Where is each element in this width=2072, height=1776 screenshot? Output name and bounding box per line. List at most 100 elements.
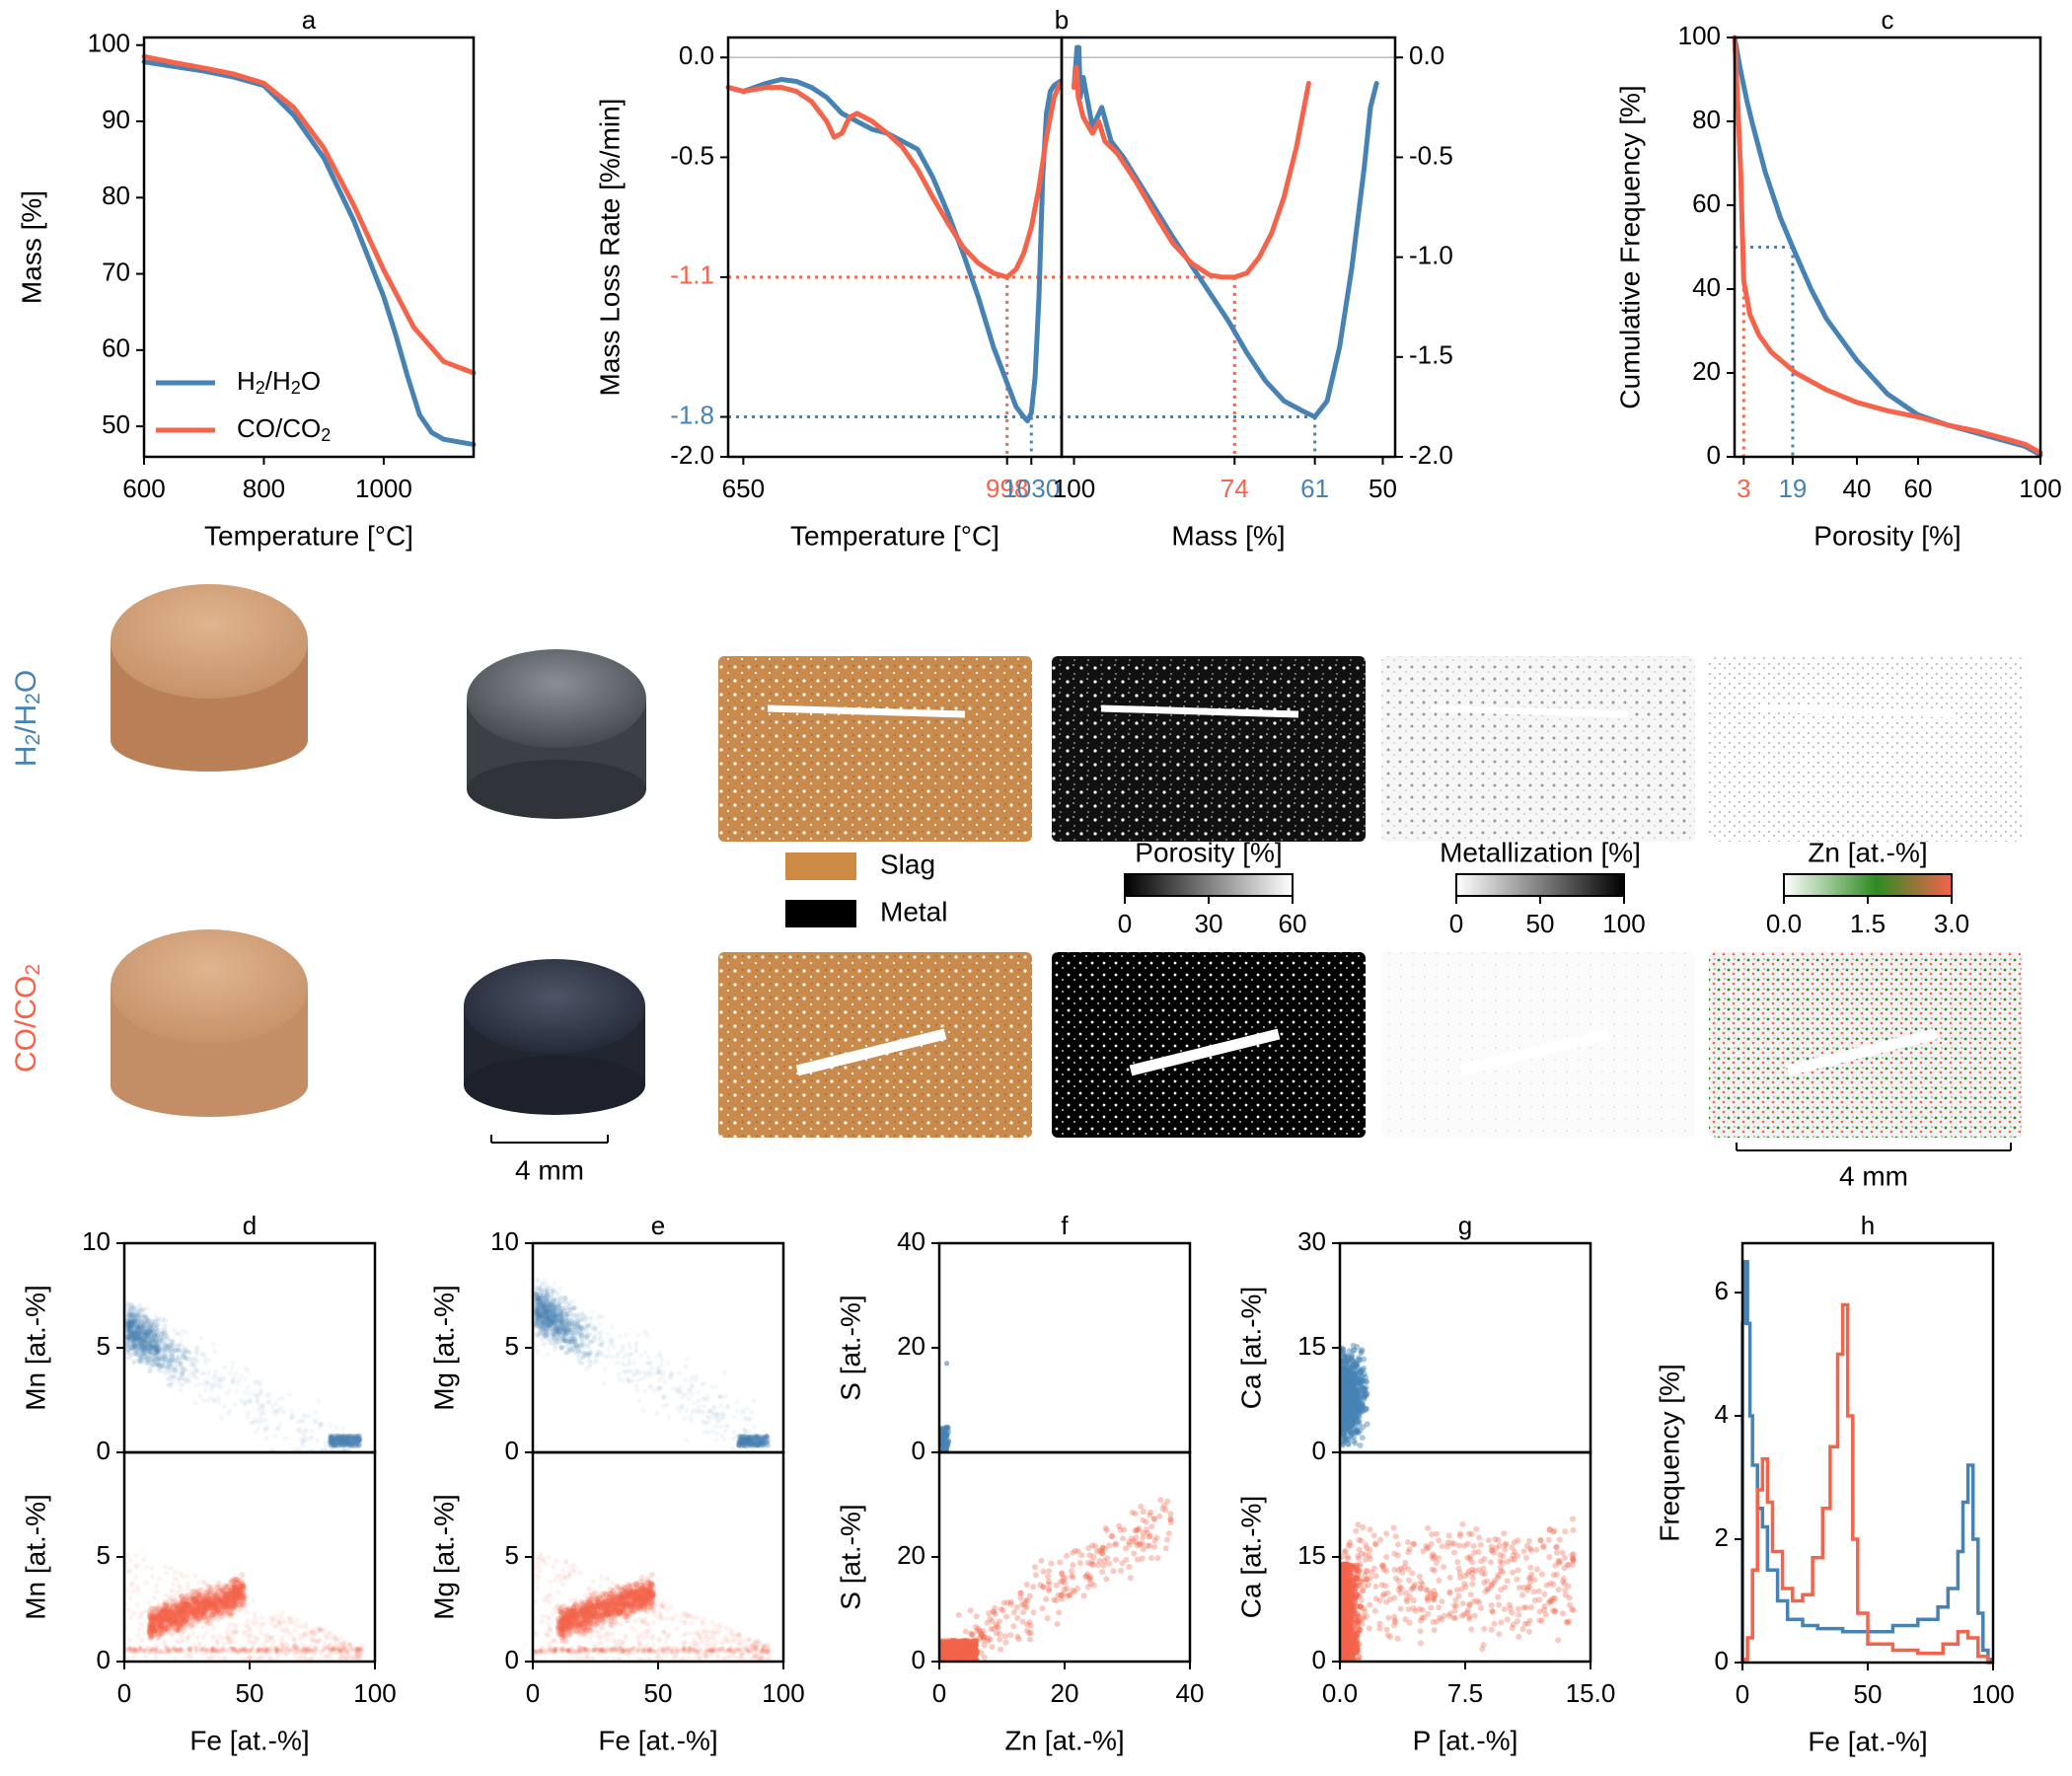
scatter-point bbox=[202, 1599, 209, 1606]
scatter-point bbox=[195, 1603, 202, 1609]
scatter-point bbox=[181, 1348, 186, 1354]
text-part: O bbox=[301, 366, 321, 396]
scatter-point bbox=[714, 1431, 720, 1437]
scatter-point bbox=[329, 1653, 334, 1659]
scatter-point bbox=[176, 1606, 183, 1612]
scatter-point bbox=[132, 1339, 138, 1345]
scatter-point bbox=[255, 1393, 260, 1399]
scatter-point bbox=[185, 1614, 191, 1621]
scatter-point bbox=[130, 1318, 136, 1324]
scatter-point bbox=[159, 1609, 166, 1616]
scatter-point bbox=[177, 1355, 183, 1361]
scatter-point bbox=[229, 1578, 236, 1584]
y-tick-label: -1.1 bbox=[670, 260, 714, 290]
scatter-point bbox=[142, 1329, 148, 1335]
scatter-point bbox=[264, 1393, 270, 1399]
scatter-point bbox=[347, 1436, 353, 1442]
scatter-point bbox=[162, 1617, 169, 1624]
scatter-point bbox=[662, 1379, 668, 1385]
scatter-point bbox=[136, 1359, 142, 1365]
scatter-point bbox=[161, 1352, 168, 1359]
scatter-point bbox=[150, 1626, 157, 1633]
scatter-point bbox=[124, 1321, 130, 1328]
scatter-point bbox=[154, 1347, 160, 1354]
scatter-point bbox=[162, 1619, 169, 1626]
scatter-point bbox=[263, 1435, 269, 1442]
scatter-point bbox=[342, 1440, 348, 1445]
scatter-point bbox=[354, 1439, 360, 1444]
scatter-point bbox=[326, 1439, 333, 1444]
scatter-point bbox=[248, 1397, 254, 1403]
scatter-point bbox=[173, 1618, 179, 1625]
scatter-point bbox=[340, 1433, 346, 1439]
scatter-point bbox=[143, 1325, 149, 1331]
scatter-point bbox=[125, 1346, 131, 1352]
scatter-point bbox=[152, 1344, 158, 1350]
scatter-point bbox=[231, 1639, 237, 1645]
scatter-point bbox=[238, 1585, 245, 1591]
scatter-point bbox=[157, 1613, 164, 1620]
scatter-point bbox=[171, 1602, 178, 1609]
scatter-point bbox=[135, 1310, 141, 1316]
points-top bbox=[533, 1277, 772, 1452]
scatter-point bbox=[582, 1350, 589, 1357]
scatter-point bbox=[152, 1333, 158, 1339]
scatter-point bbox=[214, 1605, 221, 1612]
scatter-point bbox=[150, 1363, 156, 1369]
scatter-point bbox=[605, 1353, 612, 1359]
scatter-point bbox=[202, 1378, 208, 1384]
scatter-point bbox=[241, 1595, 247, 1602]
scatter-point bbox=[214, 1605, 221, 1611]
scatter-point bbox=[235, 1588, 242, 1594]
scatter-point bbox=[338, 1435, 344, 1441]
scatter-point bbox=[126, 1308, 132, 1315]
scatter-point bbox=[184, 1614, 190, 1621]
scatter-point bbox=[166, 1615, 173, 1622]
scatter-point bbox=[134, 1325, 140, 1331]
scatter-point bbox=[125, 1326, 131, 1333]
scatter-point bbox=[136, 1337, 142, 1343]
scatter-point bbox=[125, 1335, 131, 1341]
scatter-point bbox=[181, 1603, 187, 1610]
scatter-point bbox=[349, 1435, 356, 1441]
scatter-point bbox=[210, 1612, 217, 1619]
scatter-point bbox=[143, 1342, 149, 1348]
scatter-point bbox=[290, 1446, 297, 1452]
scatter-point bbox=[126, 1324, 132, 1330]
scatter-point bbox=[154, 1612, 161, 1619]
scatter-point bbox=[579, 1333, 585, 1340]
scatter-point bbox=[233, 1591, 240, 1597]
scatter-point bbox=[235, 1587, 241, 1593]
scatter-point bbox=[644, 1332, 650, 1338]
scatter-point bbox=[194, 1603, 201, 1610]
scatter-point bbox=[194, 1609, 201, 1616]
scatter-point bbox=[145, 1318, 151, 1324]
scatter-point bbox=[232, 1585, 239, 1591]
scatter-point bbox=[239, 1601, 246, 1608]
scatter-point bbox=[179, 1606, 185, 1613]
scatter-point bbox=[151, 1594, 157, 1601]
scatter-point bbox=[183, 1601, 189, 1608]
scatter-point bbox=[279, 1610, 285, 1616]
scatter-point bbox=[165, 1354, 171, 1361]
scatter-point bbox=[149, 1328, 155, 1334]
scatter-point bbox=[124, 1333, 130, 1339]
scatter-point bbox=[140, 1323, 146, 1329]
scatter-point bbox=[234, 1596, 241, 1603]
scatter-point bbox=[748, 1443, 755, 1448]
scatter-point bbox=[160, 1628, 166, 1634]
scatter-point bbox=[339, 1438, 345, 1443]
scatter-point bbox=[333, 1436, 338, 1442]
scatter-point bbox=[182, 1618, 188, 1624]
scatter-point bbox=[166, 1344, 172, 1350]
scatter-point bbox=[139, 1330, 145, 1336]
scatter-point bbox=[149, 1625, 156, 1631]
scatter-point bbox=[259, 1615, 265, 1621]
scatter-point bbox=[225, 1590, 232, 1596]
scatter-point bbox=[223, 1600, 230, 1607]
scatter-point bbox=[179, 1615, 185, 1622]
scatter-point bbox=[136, 1626, 142, 1632]
scatter-point bbox=[259, 1411, 265, 1418]
scatter-point bbox=[151, 1614, 158, 1621]
